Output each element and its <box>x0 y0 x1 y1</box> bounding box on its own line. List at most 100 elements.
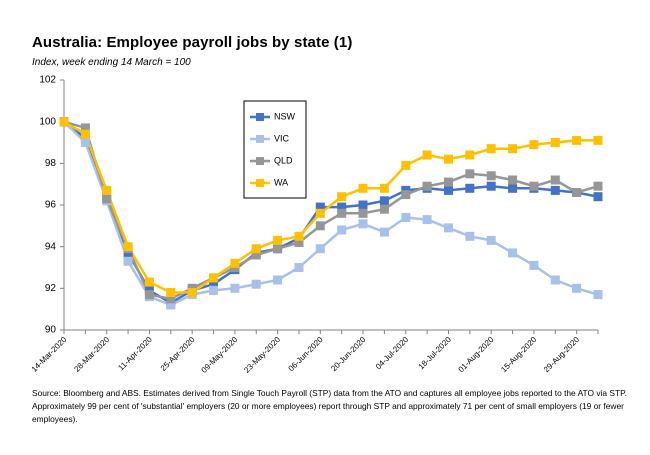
data-point-qld <box>401 190 411 200</box>
data-point-wa <box>529 140 539 150</box>
chart-legend: NSW VIC QLD WA <box>243 100 307 199</box>
data-point-wa <box>337 192 347 202</box>
data-point-nsw <box>315 202 325 212</box>
x-tick-label: 23-May-2020 <box>242 335 282 375</box>
data-point-vic <box>80 138 90 147</box>
y-axis-ticks: 90 92 94 96 98 100 102 <box>39 75 64 336</box>
data-point-vic <box>508 248 518 258</box>
x-tick-label: 28-Mar-2020 <box>72 335 111 374</box>
legend-label-vic: VIC <box>274 133 290 143</box>
data-point-qld <box>529 181 539 191</box>
x-tick-label: 20-Jun-2020 <box>329 335 368 374</box>
series-lines <box>63 120 599 307</box>
data-point-wa <box>486 144 496 154</box>
data-point-wa <box>550 138 560 147</box>
data-point-vic <box>465 231 475 241</box>
data-point-wa <box>593 135 603 145</box>
data-point-wa <box>508 144 518 154</box>
data-point-qld <box>486 171 496 181</box>
data-point-qld <box>166 294 176 304</box>
data-point-nsw <box>337 202 347 212</box>
data-point-qld <box>144 290 154 300</box>
chart-title: Australia: Employee payroll jobs by stat… <box>32 34 353 51</box>
x-tick-label: 15-Aug-2020 <box>499 335 538 374</box>
data-point-qld <box>294 238 304 247</box>
data-point-nsw <box>209 279 218 289</box>
legend-label-wa: WA <box>274 177 288 187</box>
chart-subtitle: Index, week ending 14 March = 100 <box>32 57 191 68</box>
data-point-wa <box>80 129 90 139</box>
data-point-wa <box>144 277 154 287</box>
data-point-qld <box>358 208 368 218</box>
data-point-nsw <box>508 183 518 193</box>
legend-label-qld: QLD <box>274 155 293 165</box>
data-point-qld <box>273 244 283 254</box>
x-tick-label: 14-Mar-2020 <box>30 335 69 374</box>
data-point-qld <box>315 221 325 231</box>
data-point-wa <box>465 150 475 160</box>
legend-marker-qld <box>256 157 264 165</box>
data-point-qld <box>444 177 453 187</box>
data-point-qld <box>550 175 560 185</box>
y-tick-label: 94 <box>45 241 57 252</box>
data-point-vic <box>422 215 432 225</box>
data-point-vic <box>379 227 389 237</box>
data-point-qld <box>593 181 603 191</box>
legend-marker-nsw <box>256 113 264 121</box>
data-point-qld <box>572 188 582 197</box>
data-point-vic <box>529 260 539 270</box>
legend-marker-vic <box>256 135 264 143</box>
x-tick-label: 29-Aug-2020 <box>542 335 581 374</box>
data-point-nsw <box>550 185 560 195</box>
data-point-wa <box>166 288 176 297</box>
x-tick-label: 06-Jun-2020 <box>287 335 326 374</box>
data-point-wa <box>59 117 69 127</box>
data-point-wa <box>273 235 283 245</box>
data-point-nsw <box>358 200 368 210</box>
y-tick-label: 102 <box>39 75 56 86</box>
data-point-vic <box>593 290 603 300</box>
x-tick-label: 11-Apr-2020 <box>116 335 154 373</box>
data-point-wa <box>294 231 304 241</box>
data-point-wa <box>444 154 453 164</box>
data-point-vic <box>444 223 453 233</box>
data-point-vic <box>315 244 325 254</box>
data-point-wa <box>422 150 432 160</box>
data-point-vic <box>486 235 496 245</box>
data-point-wa <box>572 135 582 145</box>
data-point-vic <box>358 219 368 229</box>
data-point-wa <box>315 208 325 218</box>
x-tick-label: 25-Apr-2020 <box>159 335 197 373</box>
data-point-vic <box>572 283 582 293</box>
data-point-vic <box>166 300 176 310</box>
data-point-qld <box>422 181 432 191</box>
y-tick-label: 92 <box>45 283 57 294</box>
legend-marker-wa <box>256 179 264 187</box>
x-tick-label: 18-Jul-2020 <box>417 335 454 372</box>
y-tick-label: 100 <box>39 116 56 127</box>
data-point-vic <box>550 275 560 285</box>
data-point-wa <box>102 185 112 195</box>
legend-label-nsw: NSW <box>274 111 296 121</box>
data-point-wa <box>123 242 133 252</box>
source-footnote: Source: Bloomberg and ABS. Estimates der… <box>32 388 627 425</box>
data-point-vic <box>209 285 218 295</box>
y-tick-label: 96 <box>45 200 57 211</box>
data-point-nsw <box>593 192 603 202</box>
data-point-vic <box>230 283 240 293</box>
data-point-wa <box>187 288 197 297</box>
data-point-nsw <box>465 183 475 193</box>
x-tick-label: 04-Jul-2020 <box>374 335 411 372</box>
data-point-qld <box>508 175 518 185</box>
data-point-qld <box>80 123 90 133</box>
data-point-vic <box>123 256 133 266</box>
data-point-vic <box>337 225 347 235</box>
data-point-qld <box>465 169 475 179</box>
data-point-wa <box>230 258 240 268</box>
y-tick-label: 98 <box>45 158 57 169</box>
data-point-wa <box>251 244 261 254</box>
data-point-vic <box>294 263 304 272</box>
data-point-qld <box>251 250 261 260</box>
data-point-vic <box>251 279 261 289</box>
